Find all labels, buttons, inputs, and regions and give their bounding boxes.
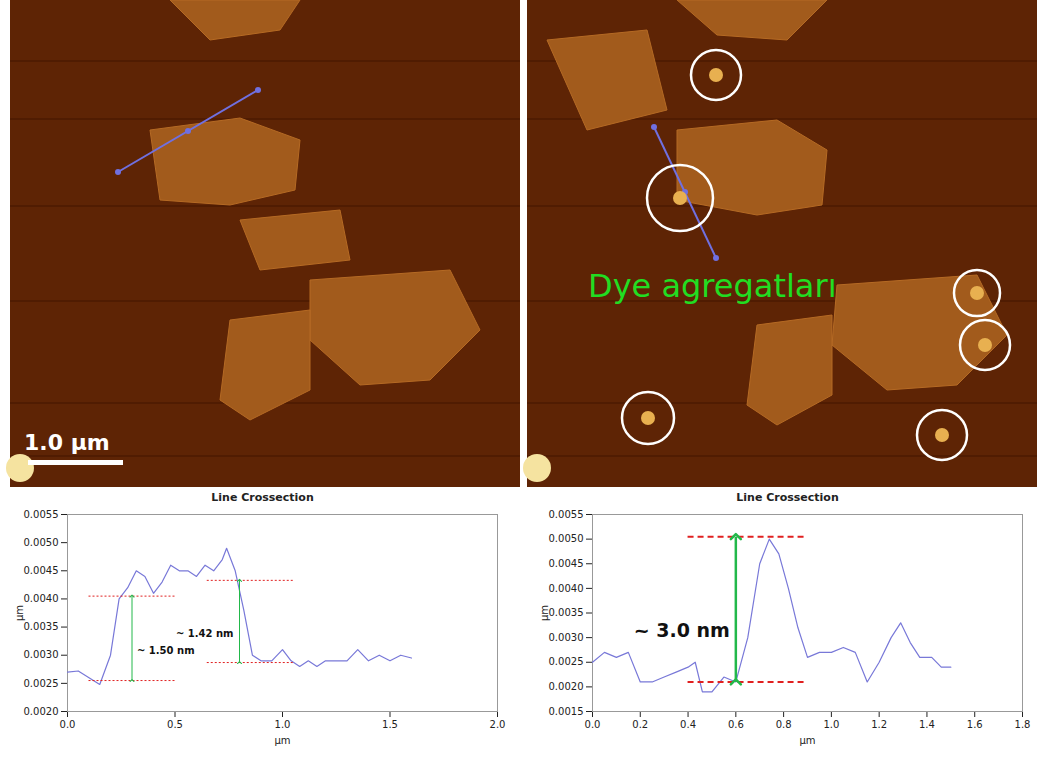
svg-text:0.0015: 0.0015 — [549, 706, 584, 717]
svg-text:0.0020: 0.0020 — [24, 706, 59, 717]
svg-text:0.0: 0.0 — [585, 719, 601, 730]
svg-text:0.0040: 0.0040 — [549, 583, 584, 594]
svg-text:~ 3.0 nm: ~ 3.0 nm — [634, 619, 730, 641]
svg-text:0.0045: 0.0045 — [24, 565, 59, 576]
svg-text:0.0050: 0.0050 — [549, 533, 584, 544]
svg-text:µm: µm — [799, 735, 815, 746]
svg-text:0.0025: 0.0025 — [549, 656, 584, 667]
svg-text:0.5: 0.5 — [167, 719, 183, 730]
svg-text:1.2: 1.2 — [871, 719, 887, 730]
svg-text:~ 1.50 nm: ~ 1.50 nm — [137, 645, 195, 656]
svg-text:0.0030: 0.0030 — [549, 632, 584, 643]
svg-text:µm: µm — [14, 605, 25, 621]
svg-text:0.8: 0.8 — [776, 719, 792, 730]
svg-text:Dye agregatları: Dye agregatları — [588, 267, 837, 305]
svg-text:0.0055: 0.0055 — [549, 509, 584, 520]
svg-text:0.0: 0.0 — [60, 719, 76, 730]
svg-text:0.6: 0.6 — [728, 719, 744, 730]
svg-text:0.0030: 0.0030 — [24, 649, 59, 660]
svg-text:1.0 µm: 1.0 µm — [24, 430, 110, 455]
svg-text:0.0035: 0.0035 — [549, 607, 584, 618]
svg-text:0.0055: 0.0055 — [24, 509, 59, 520]
svg-text:~ 1.42 nm: ~ 1.42 nm — [176, 628, 234, 639]
svg-text:0.0035: 0.0035 — [24, 621, 59, 632]
svg-text:1.4: 1.4 — [919, 719, 935, 730]
svg-text:0.0050: 0.0050 — [24, 537, 59, 548]
svg-text:1.0: 1.0 — [823, 719, 839, 730]
svg-text:1.8: 1.8 — [1015, 719, 1031, 730]
svg-text:0.0040: 0.0040 — [24, 593, 59, 604]
svg-text:0.0025: 0.0025 — [24, 678, 59, 689]
svg-text:0.0045: 0.0045 — [549, 558, 584, 569]
svg-text:1.5: 1.5 — [382, 719, 398, 730]
svg-text:1.0: 1.0 — [275, 719, 291, 730]
svg-text:µm: µm — [539, 605, 550, 621]
svg-text:µm: µm — [274, 735, 290, 746]
html-text:Line Crossection: Line Crossection — [736, 491, 839, 504]
svg-text:0.0020: 0.0020 — [549, 681, 584, 692]
svg-text:1.6: 1.6 — [967, 719, 983, 730]
svg-text:0.4: 0.4 — [680, 719, 696, 730]
html-text:Line Crossection: Line Crossection — [211, 491, 314, 504]
svg-text:0.2: 0.2 — [632, 719, 648, 730]
svg-text:2.0: 2.0 — [490, 719, 506, 730]
